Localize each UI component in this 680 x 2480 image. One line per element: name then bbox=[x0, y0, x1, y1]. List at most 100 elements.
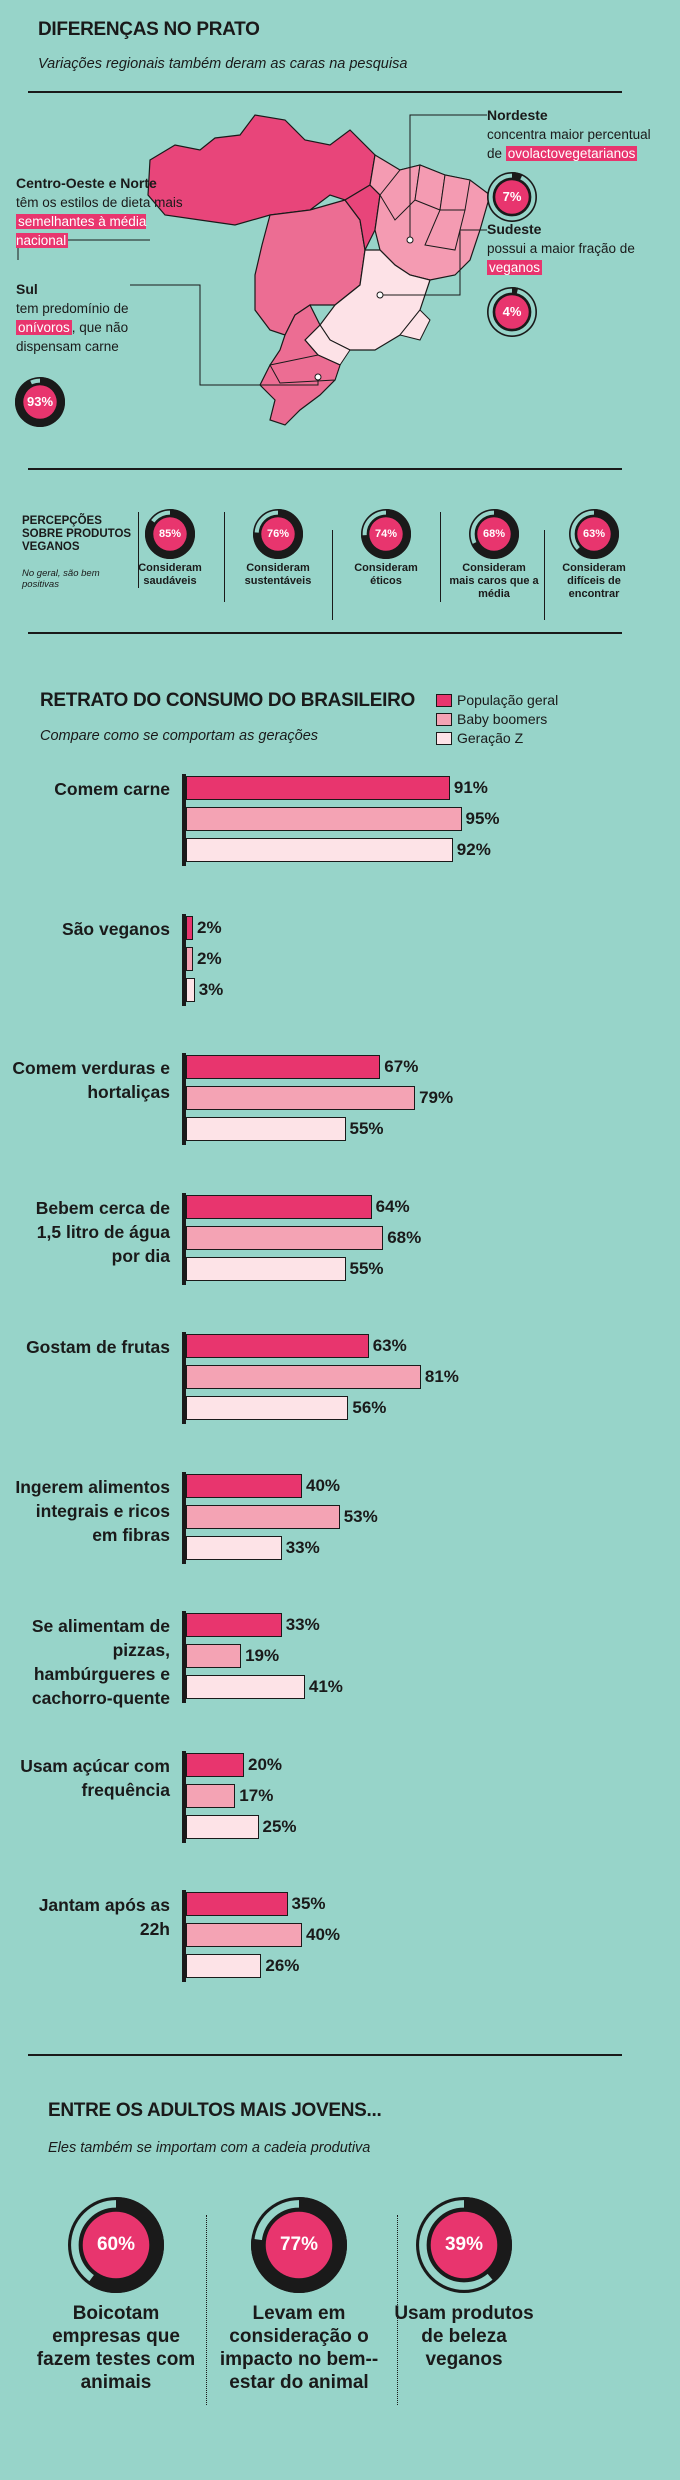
category-axis bbox=[182, 1750, 186, 1843]
bar-value-label: 53% bbox=[343, 1506, 378, 1526]
map-section-subtitle: Variações regionais também deram as cara… bbox=[38, 56, 408, 72]
donut-center bbox=[261, 517, 295, 551]
region-text-after: , que não dispensam carne bbox=[16, 320, 129, 354]
young-title: ENTRE OS ADULTOS MAIS JOVENS... bbox=[48, 2100, 382, 2121]
category-axis bbox=[182, 1611, 186, 1703]
legend-item-genz: Geração Z bbox=[436, 730, 523, 746]
bar-value-label: 20% bbox=[248, 1754, 283, 1774]
category-axis bbox=[182, 1471, 186, 1564]
bar bbox=[186, 1535, 282, 1560]
donut-arc bbox=[568, 508, 620, 560]
donut-center bbox=[153, 517, 187, 551]
sudeste-pct: 4% bbox=[502, 304, 522, 319]
young-donut bbox=[251, 2197, 347, 2293]
bar bbox=[186, 1194, 372, 1219]
perception-donut bbox=[360, 508, 412, 560]
nordeste-donut bbox=[486, 171, 538, 223]
bar-value-label: 25% bbox=[262, 1816, 297, 1836]
bar-value-label: 79% bbox=[419, 1088, 454, 1107]
chart-title: RETRATO DO CONSUMO DO BRASILEIRO bbox=[40, 690, 415, 711]
young-pct: 77% bbox=[279, 2234, 319, 2255]
donut-center bbox=[369, 517, 403, 551]
bar-value-label: 3% bbox=[198, 979, 224, 999]
region-text: tem predomínio de bbox=[16, 301, 129, 316]
bar bbox=[186, 1225, 384, 1250]
category-label: Se alimentam de pizzas, hambúrgueres e c… bbox=[31, 1616, 170, 1708]
bar bbox=[186, 1892, 288, 1916]
young-donut bbox=[416, 2197, 512, 2293]
region-highlight: ovolactovegetarianos bbox=[505, 146, 638, 161]
young-label: Usam produtos de beleza veganos bbox=[394, 2303, 534, 2370]
legend-swatch bbox=[436, 693, 452, 707]
young-label: Levam em consideração o impacto no bem--… bbox=[219, 2303, 379, 2393]
sul-pct: 93% bbox=[26, 394, 54, 409]
donut-center bbox=[265, 2211, 333, 2279]
bar bbox=[186, 1504, 340, 1529]
bar-value-label: 33% bbox=[285, 1615, 320, 1634]
donut-arc bbox=[68, 2197, 164, 2293]
perception-donut bbox=[144, 508, 196, 560]
perception-donut bbox=[468, 508, 520, 560]
donut-center bbox=[23, 385, 57, 419]
nordeste-pct: 7% bbox=[502, 189, 522, 204]
bar-value-label: 2% bbox=[197, 917, 222, 937]
bar bbox=[186, 1752, 244, 1777]
bar bbox=[186, 1117, 346, 1141]
bar bbox=[186, 946, 193, 971]
perceptions-title: PERCEPÇÕES SOBRE PRODUTOS VEGANOS bbox=[22, 515, 132, 553]
divider bbox=[28, 2054, 622, 2056]
bar-value-label: 2% bbox=[197, 948, 222, 968]
region-name: Centro-Oeste e Norte bbox=[16, 175, 157, 191]
donut-arc bbox=[144, 508, 196, 560]
perception-separator bbox=[332, 530, 333, 620]
category-label: Ingerem alimentos integrais e ricos em f… bbox=[15, 1476, 170, 1545]
callout-sul: Sul tem predomínio de onívoros, que não … bbox=[16, 280, 156, 356]
legend-label: Geração Z bbox=[457, 730, 524, 746]
donut-arc bbox=[252, 508, 304, 560]
bar-value-label: 40% bbox=[306, 1925, 341, 1944]
bar-value-label: 26% bbox=[265, 1956, 300, 1975]
category-label: Bebem cerca de 1,5 litro de água por dia bbox=[35, 1197, 170, 1266]
perception-label: Consideram éticos bbox=[354, 562, 418, 587]
region-text: concentra maior percentual de bbox=[487, 127, 651, 161]
donut-center bbox=[577, 517, 611, 551]
perception-pct: 63% bbox=[582, 528, 606, 540]
perception-label: Consideram sustentáveis bbox=[244, 562, 312, 587]
divider bbox=[28, 91, 622, 93]
bar bbox=[186, 1334, 369, 1358]
donut-arc bbox=[360, 508, 412, 560]
region-text: têm os estilos de dieta mais bbox=[16, 195, 183, 210]
legend-label: População geral bbox=[457, 692, 559, 708]
bar bbox=[186, 1644, 242, 1668]
donut-center bbox=[477, 517, 511, 551]
legend-label: Baby boomers bbox=[457, 711, 548, 727]
perception-pct: 68% bbox=[482, 528, 506, 540]
category-label: Gostam de frutas bbox=[26, 1337, 170, 1357]
category-label: Jantam após as 22h bbox=[38, 1895, 170, 1939]
region-highlight: semelhantes à média nacional bbox=[16, 214, 147, 248]
bar-value-label: 19% bbox=[245, 1646, 280, 1665]
category-axis bbox=[182, 913, 186, 1006]
perception-separator bbox=[440, 512, 441, 602]
category-label: São veganos bbox=[62, 918, 170, 939]
bar bbox=[186, 1055, 381, 1079]
donut-center bbox=[495, 295, 529, 329]
bar-value-label: 67% bbox=[384, 1057, 419, 1076]
donut-arc bbox=[486, 171, 538, 223]
bar bbox=[186, 1256, 346, 1281]
young-donut bbox=[68, 2197, 164, 2293]
bar-value-label: 56% bbox=[352, 1398, 387, 1417]
perception-label: Consideram difíceis de encontrar bbox=[562, 562, 626, 600]
category-label: Comem carne bbox=[54, 779, 170, 799]
donut-arc bbox=[251, 2197, 347, 2293]
callout-centro-oeste-norte: Centro-Oeste e Norte têm os estilos de d… bbox=[16, 174, 186, 250]
legend-item-boomers: Baby boomers bbox=[436, 711, 547, 727]
donut-center bbox=[430, 2211, 498, 2279]
perceptions-note: No geral, são bem positivas bbox=[22, 568, 100, 590]
region-highlight: onívoros bbox=[16, 320, 72, 335]
donut-arc bbox=[416, 2197, 512, 2293]
donut-arc bbox=[486, 286, 538, 338]
bar-value-label: 95% bbox=[465, 809, 500, 828]
region-highlight: veganos bbox=[487, 260, 543, 275]
callout-sudeste: Sudeste possui a maior fração de veganos bbox=[487, 220, 647, 277]
